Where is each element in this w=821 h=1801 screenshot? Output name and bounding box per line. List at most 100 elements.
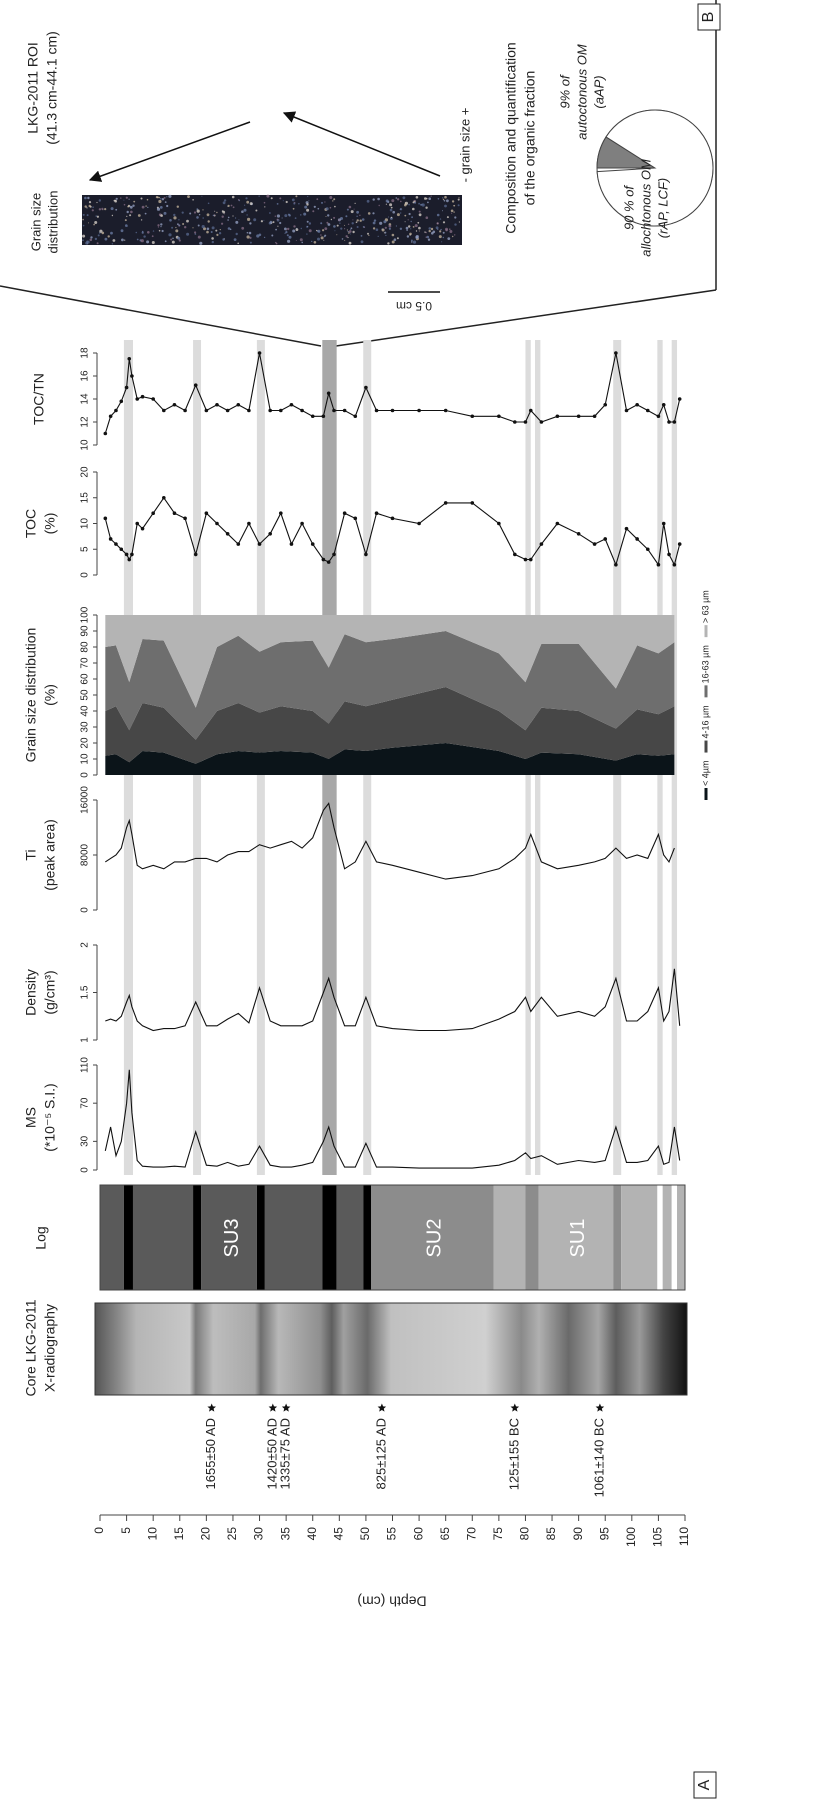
speckle	[112, 239, 116, 242]
speckle	[316, 198, 319, 201]
profile-point	[635, 402, 639, 407]
profile-point	[289, 542, 294, 546]
tick-label: 50	[80, 689, 91, 701]
speckle	[87, 196, 90, 200]
speckle	[452, 235, 454, 238]
speckle	[361, 218, 365, 221]
speckle	[269, 220, 273, 224]
speckle	[111, 243, 114, 245]
speckle	[372, 198, 375, 201]
log-unit	[100, 1185, 124, 1290]
speckle	[133, 200, 136, 203]
tick-label: 30	[252, 1527, 266, 1541]
log-unit	[363, 1185, 372, 1290]
tick-label: 85	[544, 1527, 558, 1541]
profile-point	[513, 552, 517, 557]
speckle	[279, 221, 282, 225]
speckle	[410, 228, 412, 230]
speckle	[263, 236, 266, 239]
speckle	[355, 221, 358, 223]
speckle	[202, 209, 204, 211]
x-radiography	[94, 1302, 688, 1396]
speckle	[196, 216, 199, 219]
speckle	[420, 203, 423, 206]
log-unit	[621, 1185, 658, 1290]
speckle	[141, 205, 145, 209]
speckle	[201, 195, 203, 197]
profile-point	[417, 408, 421, 413]
speckle	[324, 201, 326, 203]
speckle	[313, 205, 316, 208]
column-title: Core LKG-2011	[23, 1299, 39, 1396]
speckle	[276, 218, 279, 221]
profile-point	[342, 408, 347, 413]
speckle	[444, 195, 447, 199]
speckle	[196, 208, 199, 211]
speckle	[387, 242, 390, 245]
speckle	[144, 212, 147, 215]
speckle	[341, 238, 344, 240]
speckle	[388, 224, 392, 228]
speckle	[292, 207, 295, 210]
speckle	[277, 225, 279, 227]
speckle	[391, 199, 395, 203]
speckle	[351, 222, 354, 225]
profile-point	[342, 511, 347, 515]
speckle	[449, 230, 453, 233]
speckle	[126, 215, 128, 217]
speckle	[130, 210, 133, 214]
pie-slice	[596, 109, 714, 227]
roi-title: (41.3 cm-44.1 cm)	[44, 31, 60, 145]
tick-label: 70	[80, 1097, 91, 1109]
speckle	[253, 218, 257, 222]
speckle	[350, 228, 352, 231]
profile-point	[677, 397, 682, 401]
unit-label: SU2	[423, 1219, 445, 1258]
speckle	[373, 219, 377, 222]
legend-label: < 4µm	[700, 761, 710, 786]
log-unit	[538, 1185, 614, 1290]
profile-point	[592, 414, 597, 419]
speckle	[157, 226, 159, 228]
log-unit	[322, 1185, 337, 1290]
speckle	[101, 231, 105, 235]
speckle	[388, 227, 391, 230]
tick-label: 5	[80, 546, 91, 552]
speckle	[295, 228, 299, 232]
speckle	[159, 206, 163, 209]
speckle	[320, 222, 323, 225]
speckle	[216, 233, 219, 236]
speckle	[356, 210, 359, 214]
tick-label: 0	[80, 772, 91, 778]
speckle	[284, 214, 288, 218]
speckle	[445, 227, 448, 231]
log-unit	[657, 1185, 663, 1290]
speckle	[359, 219, 362, 222]
speckle	[288, 235, 292, 239]
speckle	[344, 224, 345, 226]
speckle	[404, 221, 406, 223]
speckle	[377, 197, 380, 201]
profile-point	[119, 399, 124, 404]
speckle	[82, 239, 84, 241]
profile-point	[215, 402, 219, 407]
speckle	[321, 201, 323, 204]
speckle	[305, 201, 309, 205]
speckle	[249, 202, 253, 206]
speckle	[442, 236, 444, 239]
tick-label: 40	[80, 705, 91, 717]
speckle	[412, 201, 415, 204]
profile-point	[103, 516, 108, 521]
date-star	[281, 1403, 291, 1412]
profile-point	[236, 542, 241, 546]
log-unit	[264, 1185, 323, 1290]
speckle	[92, 206, 94, 208]
tick-label: 18	[80, 347, 91, 359]
speckle	[98, 199, 102, 202]
speckle	[436, 222, 439, 225]
profile-point	[677, 542, 682, 546]
speckle	[192, 199, 194, 201]
speckle	[347, 236, 349, 239]
speckle	[140, 239, 144, 243]
speckle	[186, 232, 190, 236]
